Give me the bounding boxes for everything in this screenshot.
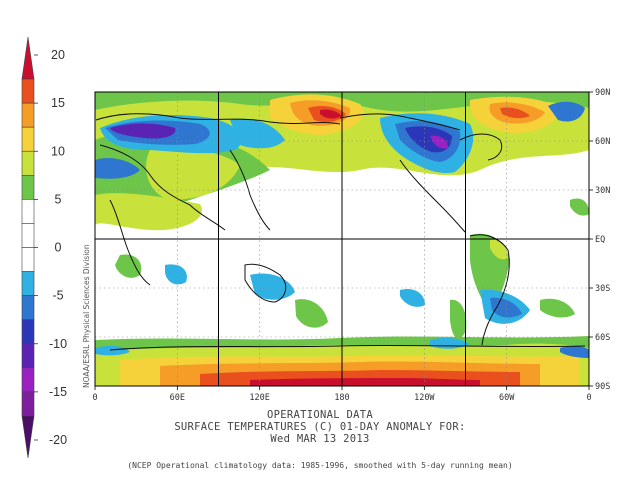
colorbar-tick-label: 20	[51, 48, 65, 62]
lat-label: 30N	[595, 186, 610, 196]
colorbar-tick-label: 15	[51, 96, 65, 110]
lon-label: 0	[586, 393, 591, 403]
colorbar-tick-label: -10	[49, 337, 67, 351]
caption-footnote: (NCEP Operational climatology data: 1985…	[127, 461, 513, 470]
lat-label: 90N	[595, 88, 610, 98]
colorbar-tick-label: 0	[55, 241, 62, 255]
colorbar-tick-label: 5	[55, 192, 62, 206]
lon-label: 120W	[414, 393, 435, 403]
anomaly-map: 90N 60N 30N EQ 30S 60S 90S 0 60E 120E 180 120W 60W 0	[92, 88, 610, 403]
longitude-labels: 0 60E 120E 180 120W 60W 0	[92, 386, 592, 403]
lat-label: EQ	[595, 235, 605, 245]
latitude-labels: 90N 60N 30N EQ 30S 60S 90S	[589, 88, 610, 392]
credit-label: NOAA/ESRL Physical Sciences Division	[82, 244, 91, 388]
lat-label: 90S	[595, 382, 610, 392]
colorbar-tick-label: -15	[49, 385, 67, 399]
coastlines	[95, 113, 586, 351]
lat-label: 30S	[595, 284, 610, 294]
caption-line-2: SURFACE TEMPERATURES (C) 01-DAY ANOMALY …	[174, 421, 466, 433]
colorbar-tick-label: 10	[51, 144, 65, 158]
lat-label: 60S	[595, 333, 610, 343]
colorbar-tick-label: -20	[49, 433, 67, 447]
caption-date: Wed MAR 13 2013	[270, 433, 370, 445]
lon-label: 60E	[170, 393, 185, 403]
color-scale-bar: 20 15 10 5 0 -5 -10 -15 -20	[21, 36, 67, 459]
lon-label: 0	[92, 393, 97, 403]
lon-label: 120E	[249, 393, 269, 403]
colorbar-bin	[21, 415, 35, 459]
map-grid	[95, 92, 589, 386]
caption-line-1: OPERATIONAL DATA	[267, 409, 373, 421]
colorbar-tick-label: -5	[52, 289, 63, 303]
lat-label: 60N	[595, 137, 610, 147]
lon-label: 60W	[499, 393, 515, 403]
lon-label: 180	[334, 393, 349, 403]
